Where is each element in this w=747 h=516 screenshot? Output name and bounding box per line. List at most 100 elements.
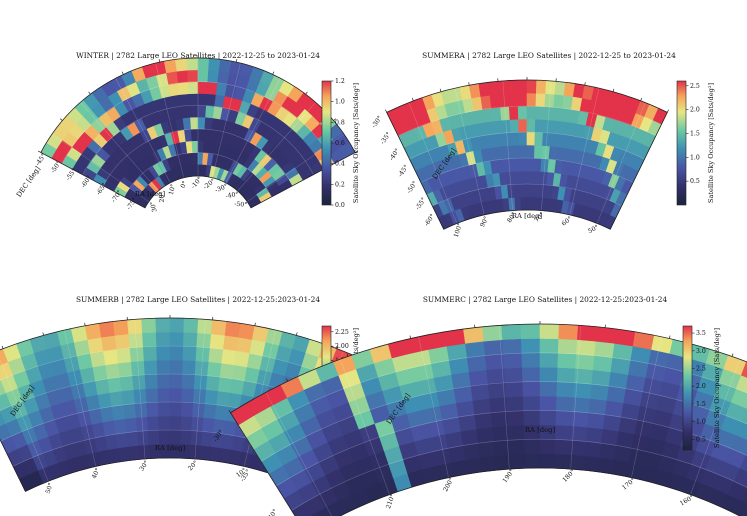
heatmap-cell [155, 331, 171, 347]
x-tick-label: 180° [561, 468, 576, 484]
heatmap-cell [197, 116, 206, 130]
heatmap-cell [521, 366, 541, 383]
heatmap-cell [730, 388, 747, 409]
heatmap-cell [514, 196, 522, 211]
heatmap-cell [506, 395, 524, 412]
summerc-xlabel: RA [deg] [525, 426, 556, 434]
heatmap-cell [535, 79, 547, 94]
grid-arc [397, 105, 657, 137]
heatmap-cell [184, 128, 193, 142]
heatmap-cell [219, 362, 235, 380]
grid-spoke [339, 359, 390, 495]
heatmap-cell [741, 361, 747, 378]
tick-mark [42, 332, 44, 336]
heatmap-cell [554, 453, 571, 470]
heatmap-cell [180, 401, 194, 417]
heatmap-cell [89, 350, 106, 368]
heatmap-cell [507, 79, 519, 94]
grid-arc [123, 152, 273, 197]
heatmap-cell [520, 323, 541, 340]
heatmap-cell [116, 347, 132, 364]
heatmap-cell [115, 432, 129, 449]
heatmap-cell [191, 140, 199, 153]
x-tick-label: -50° [234, 201, 248, 209]
x-tick-label: 10° [168, 183, 177, 195]
heatmap-cell [491, 106, 502, 122]
heatmap-cell [507, 424, 525, 441]
heatmap-cell [520, 183, 528, 198]
heatmap-cell [170, 94, 182, 108]
colorbar-tick-label: 0.2 [335, 181, 345, 188]
tick-mark [409, 335, 411, 339]
heatmap-cell [519, 157, 528, 172]
y-tick-label: -60° [423, 213, 436, 228]
heatmap-cell [539, 338, 560, 354]
heatmap-cell [509, 453, 526, 470]
colorbar-tick-label: 2.0 [690, 107, 700, 114]
grid-spoke [63, 329, 97, 467]
grid-spoke [631, 336, 662, 478]
colorbar-tick-label: 1.5 [690, 130, 700, 137]
heatmap-cell [480, 455, 498, 473]
heatmap-cell [472, 398, 492, 416]
heatmap-cell [526, 183, 534, 198]
grid-spoke [408, 102, 458, 224]
heatmap-cell [539, 366, 559, 383]
heatmap-cell [558, 324, 579, 340]
tick-mark [336, 345, 339, 349]
heatmap-cell [734, 500, 747, 516]
heatmap-cell [87, 336, 104, 354]
heatmap-cell [169, 331, 185, 347]
heatmap-cell [526, 118, 536, 133]
heatmap-cell [117, 361, 133, 378]
tick-mark [411, 97, 414, 101]
heatmap-cell [453, 385, 474, 404]
heatmap-cell [142, 345, 158, 362]
heatmap-cell [494, 132, 505, 148]
heatmap-cell [470, 383, 490, 401]
heatmap-cell [163, 59, 178, 74]
heatmap-cell [144, 373, 159, 390]
heatmap-cell [197, 128, 206, 142]
heatmap-cell [169, 429, 182, 445]
heatmap-cell [520, 338, 541, 354]
tick-mark [59, 118, 63, 121]
heatmap-cell [182, 359, 197, 376]
heatmap-cell [217, 376, 233, 393]
colorbar-tick-label: 0.4 [335, 161, 345, 168]
grid-spoke [80, 102, 159, 192]
heatmap-cell [511, 144, 520, 159]
grid-arc [276, 410, 747, 487]
heatmap-cell [474, 412, 493, 430]
grid-arc [82, 104, 314, 175]
heatmap-cell [97, 392, 113, 409]
heatmap-cell [518, 144, 528, 159]
grid-spoke [569, 88, 600, 215]
y-tick-label: -40° [266, 508, 279, 516]
grid-spoke [211, 63, 241, 178]
heatmap-cell [189, 104, 199, 118]
heatmap-cell [602, 414, 622, 432]
grid-spoke [498, 325, 510, 470]
heatmap-cell [128, 445, 141, 461]
tick-mark [612, 88, 615, 92]
heatmap-cell [512, 157, 521, 172]
x-tick-label: 100° [453, 222, 464, 238]
heatmap-cell [193, 163, 199, 177]
tick-mark [305, 91, 308, 95]
tick-mark [296, 332, 298, 336]
grid-spoke [690, 359, 741, 495]
heatmap-cell [512, 170, 521, 185]
heatmap-cell [554, 439, 572, 455]
x-tick-label: 30° [149, 200, 159, 212]
heatmap-cell [508, 439, 526, 455]
tick-mark [88, 91, 91, 95]
colorbar-tick-label: 1.0 [690, 154, 700, 161]
summerc-title: SUMMERC | 2782 Large LEO Satellites | 20… [423, 295, 668, 304]
heatmap-cell [124, 417, 138, 433]
heatmap-cell [534, 131, 544, 146]
heatmap-cell [205, 375, 221, 392]
heatmap-cell [156, 359, 171, 375]
colorbar-bar [321, 80, 332, 206]
